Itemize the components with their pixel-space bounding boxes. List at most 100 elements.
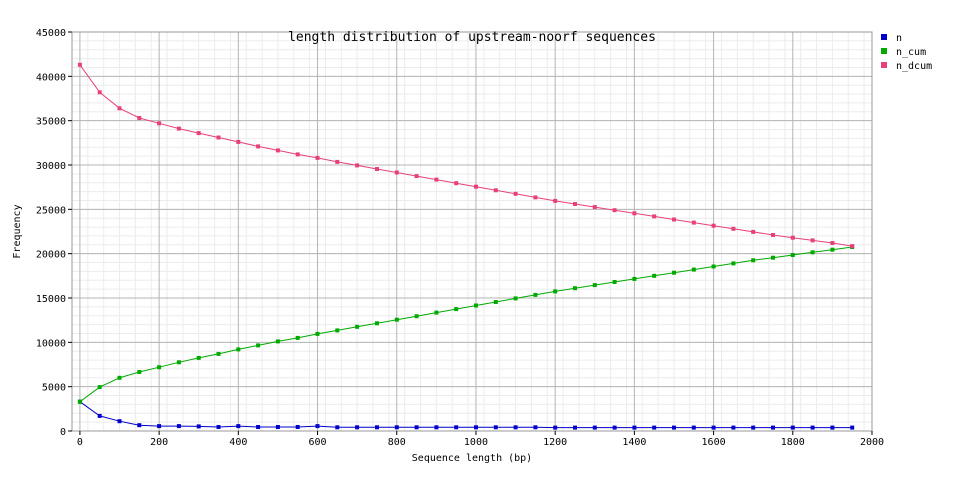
legend-item: n_dcum [881,61,932,72]
data-point [731,226,736,231]
data-point [355,324,360,329]
data-point [275,148,280,153]
x-axis-title: Sequence length (bp) [412,453,532,464]
data-point [117,419,122,424]
data-point [810,238,815,243]
x-tick-label: 600 [309,437,327,448]
data-point [771,425,775,430]
chart-title: length distribution of upstream-noorf se… [288,30,656,45]
data-point [592,205,597,210]
data-point [295,425,300,429]
data-point [493,300,498,304]
data-point [454,425,459,430]
x-tick-label: 400 [229,437,247,448]
data-point [751,229,756,234]
x-tick-label: 0 [77,437,83,448]
data-point [711,425,716,430]
data-point [216,425,221,429]
data-point [612,425,617,430]
data-point [474,425,478,430]
x-tick-label: 200 [150,437,168,448]
series-n [77,399,855,430]
data-point [513,191,518,196]
data-point [295,152,300,157]
data-point [493,188,498,193]
data-point [830,241,835,245]
legend-label: n [896,33,902,44]
legend-marker [881,48,887,54]
data-point [335,328,340,333]
legend-marker [881,62,887,68]
data-point [315,155,320,160]
series-line [79,401,853,429]
x-tick-label: 1000 [464,437,488,448]
y-tick-label: 0 [60,427,66,438]
data-point [711,264,716,269]
data-point [394,317,399,322]
data-point [256,425,261,429]
data-point [256,144,261,149]
data-point [553,198,558,203]
data-point [731,261,736,266]
data-point [355,425,360,430]
y-tick-label: 10000 [36,338,66,349]
data-point [691,220,696,225]
data-point [652,425,657,430]
data-point [375,425,379,430]
data-point [652,273,657,278]
y-tick-label: 45000 [36,28,66,39]
data-point [632,425,637,430]
data-point [176,360,181,365]
data-point [157,424,162,429]
x-tick-label: 1400 [622,437,646,448]
data-point [216,351,221,356]
y-tick-label: 25000 [36,205,66,216]
data-point [533,292,538,297]
series-n-dcum [77,62,855,249]
data-point [711,223,716,228]
data-point [533,425,538,430]
data-point [414,174,419,179]
data-point [77,399,82,404]
data-point [275,339,280,344]
y-tick-label: 15000 [36,294,66,305]
data-point [97,90,102,95]
y-tick-label: 40000 [36,72,66,83]
data-point [157,365,162,370]
data-point [77,62,82,67]
data-point [573,202,577,206]
data-point [691,425,696,430]
data-point [474,303,478,308]
data-point [632,211,637,216]
data-point [810,425,815,430]
data-point [573,425,577,430]
data-point [375,167,379,171]
data-point [196,424,201,429]
data-point [176,126,181,131]
data-point [672,270,676,275]
legend-label: n_cum [896,47,926,58]
data-point [731,425,736,430]
data-point [236,139,241,144]
data-point [612,208,617,213]
data-point [414,314,419,319]
y-tick-label: 5000 [42,383,66,394]
legend-label: n_dcum [896,61,932,72]
data-point [454,181,459,186]
data-point [137,116,142,120]
data-point [196,131,201,136]
data-point [553,425,558,430]
data-point [375,321,379,326]
data-point [454,307,459,312]
data-point [652,214,657,219]
data-point [256,343,261,348]
data-point [355,163,360,168]
data-point [513,425,518,430]
data-point [335,159,340,164]
data-point [394,170,399,175]
data-point [672,425,676,430]
data-point [850,425,855,430]
data-point [196,355,201,360]
data-point [612,280,617,284]
